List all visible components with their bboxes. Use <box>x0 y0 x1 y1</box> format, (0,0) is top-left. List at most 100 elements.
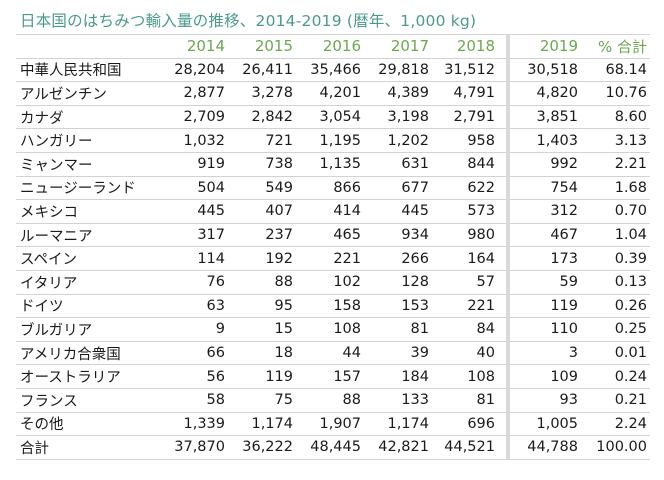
value-cell: 0.01 <box>581 341 650 366</box>
column-separator <box>506 176 510 201</box>
value-cell: 1,005 <box>510 412 581 437</box>
value-cell: 407 <box>228 199 296 224</box>
value-cell: 128 <box>364 270 432 295</box>
table-row: ニュージーランド 504 549 866 677 622 754 1.68 <box>16 176 650 201</box>
value-cell: 3.13 <box>581 128 650 153</box>
value-cell: 221 <box>296 246 364 271</box>
value-cell: 754 <box>510 176 581 201</box>
value-cell: 108 <box>432 364 498 389</box>
value-cell: 866 <box>296 176 364 201</box>
column-gap <box>498 152 506 177</box>
column-separator <box>506 81 510 106</box>
column-gap <box>498 223 506 248</box>
value-cell: 573 <box>432 199 498 224</box>
country-cell: フランス <box>16 388 160 413</box>
value-cell: 0.70 <box>581 199 650 224</box>
value-cell: 76 <box>160 270 228 295</box>
value-cell: 29,818 <box>364 58 432 83</box>
value-cell: 1,135 <box>296 152 364 177</box>
value-cell: 2,842 <box>228 105 296 130</box>
value-cell: 677 <box>364 176 432 201</box>
value-cell: 164 <box>432 246 498 271</box>
column-gap <box>498 294 506 319</box>
column-separator <box>506 341 510 366</box>
value-cell: 237 <box>228 223 296 248</box>
column-header: 2016 <box>296 34 364 59</box>
country-cell: ハンガリー <box>16 128 160 153</box>
value-cell: 1,032 <box>160 128 228 153</box>
value-cell: 980 <box>432 223 498 248</box>
value-cell: 40 <box>432 341 498 366</box>
table-row: アメリカ合衆国 66 18 44 39 40 3 0.01 <box>16 341 650 366</box>
value-cell: 3,198 <box>364 105 432 130</box>
value-cell: 158 <box>296 294 364 319</box>
value-cell: 110 <box>510 317 581 342</box>
value-cell: 44 <box>296 341 364 366</box>
country-cell: スペイン <box>16 246 160 271</box>
table-row: イタリア 76 88 102 128 57 59 0.13 <box>16 270 650 295</box>
value-cell: 81 <box>432 388 498 413</box>
country-cell: ドイツ <box>16 294 160 319</box>
value-cell: 1,403 <box>510 128 581 153</box>
country-cell: イタリア <box>16 270 160 295</box>
value-cell: 184 <box>364 364 432 389</box>
value-cell: 119 <box>510 294 581 319</box>
column-header: 2014 <box>160 34 228 59</box>
value-cell: 57 <box>432 270 498 295</box>
value-cell: 0.39 <box>581 246 650 271</box>
value-cell: 2.24 <box>581 412 650 437</box>
value-cell: 0.25 <box>581 317 650 342</box>
table-row: メキシコ 445 407 414 445 573 312 0.70 <box>16 199 650 224</box>
country-cell: その他 <box>16 412 160 437</box>
value-cell: 1,174 <box>228 412 296 437</box>
value-cell: 173 <box>510 246 581 271</box>
value-cell: 696 <box>432 412 498 437</box>
table-row: ハンガリー 1,032 721 1,195 1,202 958 1,403 3.13 <box>16 128 650 153</box>
value-cell: 192 <box>228 246 296 271</box>
column-gap <box>498 388 506 413</box>
value-cell: 88 <box>296 388 364 413</box>
country-cell: ブルガリア <box>16 317 160 342</box>
value-cell: 1,195 <box>296 128 364 153</box>
value-cell: 2.21 <box>581 152 650 177</box>
value-cell: 133 <box>364 388 432 413</box>
table-row: その他 1,339 1,174 1,907 1,174 696 1,005 2.24 <box>16 412 650 437</box>
column-gap <box>498 81 506 106</box>
value-cell: 844 <box>432 152 498 177</box>
column-gap <box>498 34 506 59</box>
column-separator <box>506 270 510 295</box>
value-cell: 0.21 <box>581 388 650 413</box>
column-header: 2015 <box>228 34 296 59</box>
column-header: 2018 <box>432 34 498 59</box>
value-cell: 42,821 <box>364 435 432 460</box>
column-gap <box>498 176 506 201</box>
value-cell: 18 <box>228 341 296 366</box>
value-cell: 102 <box>296 270 364 295</box>
column-gap <box>498 246 506 271</box>
value-cell: 93 <box>510 388 581 413</box>
value-cell: 109 <box>510 364 581 389</box>
column-header: 2019 <box>510 34 581 59</box>
country-cell: ミャンマー <box>16 152 160 177</box>
column-separator <box>506 34 510 59</box>
value-cell: 1.04 <box>581 223 650 248</box>
table-title: 日本国のはちみつ輸入量の推移、2014-2019 (暦年、1,000 kg) <box>20 12 477 30</box>
honey-import-table: 2014 2015 2016 2017 2018 2019% 合計 中華人民共和国 28,20… <box>16 34 650 460</box>
column-separator <box>506 199 510 224</box>
column-separator <box>506 294 510 319</box>
value-cell: 3,054 <box>296 105 364 130</box>
value-cell: 221 <box>432 294 498 319</box>
value-cell: 66 <box>160 341 228 366</box>
value-cell: 84 <box>432 317 498 342</box>
value-cell: 9 <box>160 317 228 342</box>
column-separator <box>506 223 510 248</box>
value-cell: 0.24 <box>581 364 650 389</box>
column-separator <box>506 105 510 130</box>
column-gap <box>498 341 506 366</box>
column-separator <box>506 152 510 177</box>
value-cell: 15 <box>228 317 296 342</box>
value-cell: 56 <box>160 364 228 389</box>
value-cell: 2,791 <box>432 105 498 130</box>
value-cell: 8.60 <box>581 105 650 130</box>
value-cell: 467 <box>510 223 581 248</box>
